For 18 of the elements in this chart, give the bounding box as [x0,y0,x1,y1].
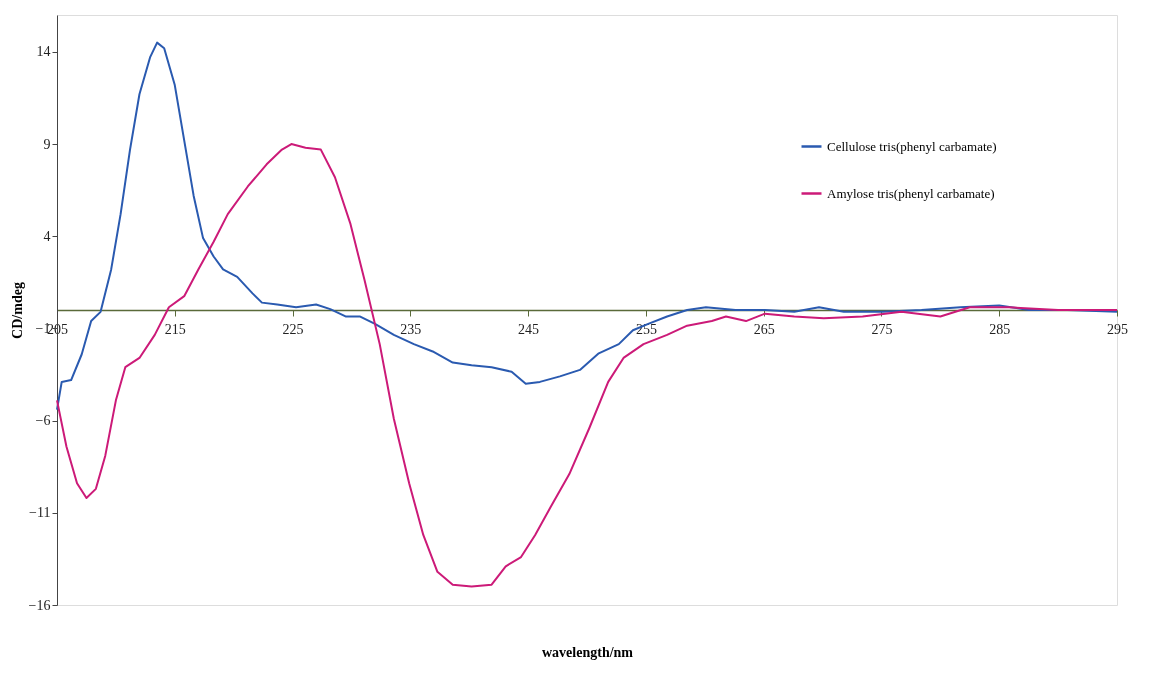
x-tick-label: 295 [1107,321,1128,337]
x-tick-label: 265 [753,321,775,337]
y-tick-label: 14 [36,44,51,60]
x-tick-label: 225 [282,321,304,337]
y-tick-label: 9 [43,136,51,152]
legend-label: Amylose tris(phenyl carbamate) [827,185,995,201]
y-tick-label: −6 [35,413,51,429]
y-tick-label: −11 [29,505,51,521]
y-tick-label: −16 [28,597,51,613]
x-axis-title: wavelength/nm [542,644,634,660]
y-axis-title: CD/mdeg [9,282,25,339]
x-tick-label: 285 [989,321,1011,337]
y-tick-label: 4 [43,228,51,244]
x-tick-label: 215 [164,321,186,337]
x-tick-label: 235 [400,321,422,337]
x-tick-label: 245 [518,321,540,337]
x-tick-label: 275 [871,321,893,337]
legend-label: Cellulose tris(phenyl carbamate) [827,138,997,154]
